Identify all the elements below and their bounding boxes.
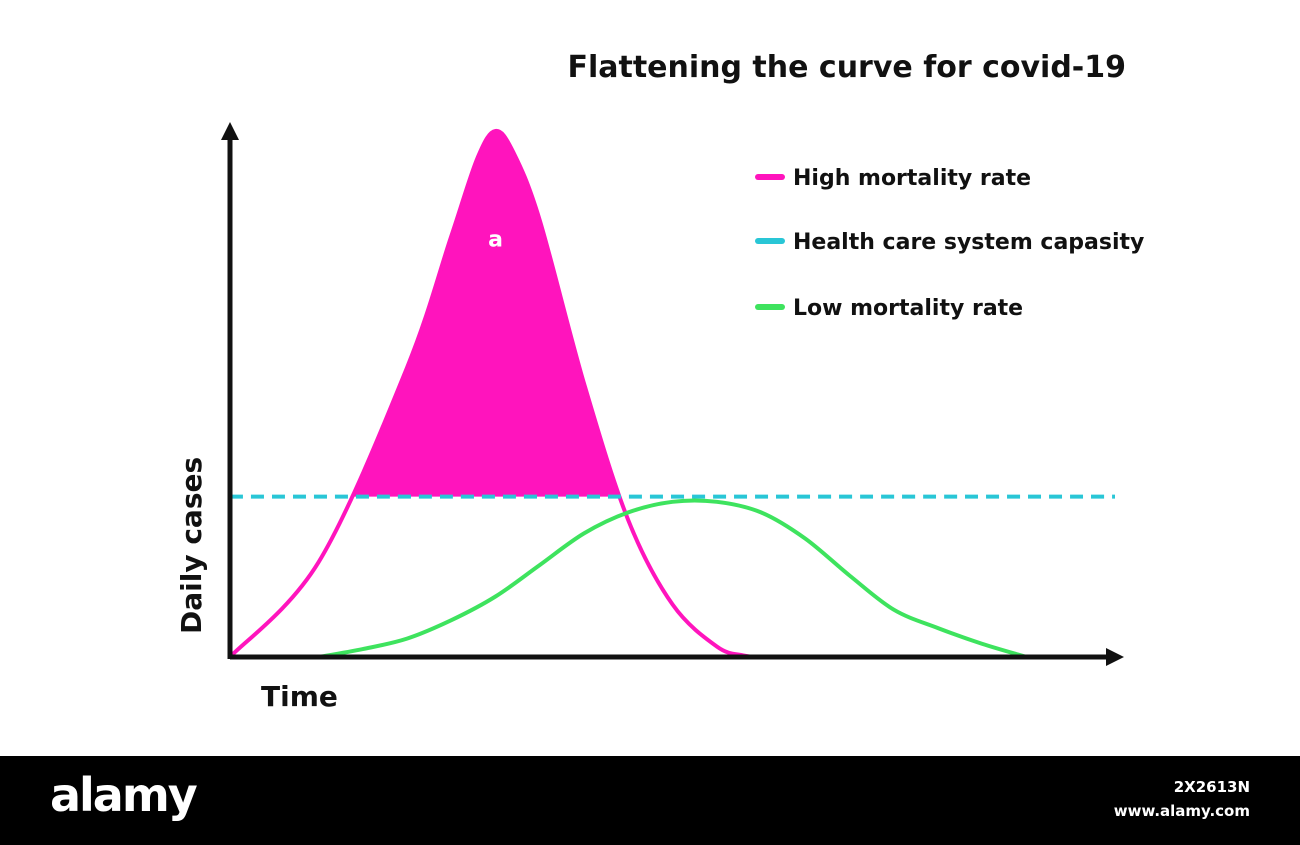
- legend-label-1: Health care system capasity: [793, 230, 1144, 255]
- watermark-footer: alamy 2X2613N www.alamy.com: [0, 756, 1300, 845]
- chart-title: Flattening the curve for covid-19: [567, 50, 1126, 85]
- legend: High mortality rate Health care system ca…: [755, 166, 1144, 321]
- x-axis-label: Time: [261, 680, 338, 713]
- annotation-0: a: [488, 228, 503, 253]
- y-axis-arrowhead: [221, 122, 239, 140]
- legend-label-0: High mortality rate: [793, 166, 1031, 191]
- y-axis-label: Daily cases: [175, 457, 208, 634]
- chart-canvas: a Flattening the curve for covid-19 High…: [175, 50, 1144, 713]
- x-axis-arrowhead: [1106, 648, 1124, 666]
- site-url: www.alamy.com: [1113, 802, 1250, 820]
- image-id: 2X2613N: [1173, 778, 1250, 796]
- legend-label-2: Low mortality rate: [793, 296, 1023, 321]
- brand-logo: alamy: [50, 768, 198, 822]
- series-line-0: [228, 128, 762, 659]
- series-line-2: [318, 498, 1028, 659]
- series-fill-high-mortality: [352, 130, 620, 497]
